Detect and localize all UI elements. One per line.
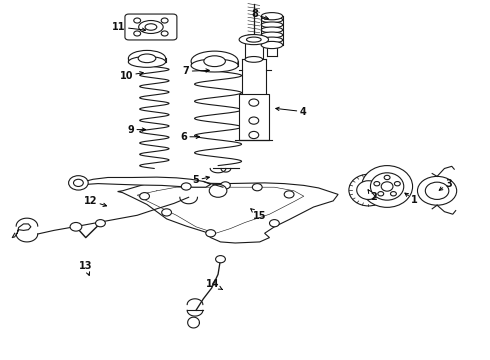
Ellipse shape [145, 24, 157, 30]
Circle shape [378, 192, 384, 196]
Ellipse shape [191, 59, 238, 72]
Text: 15: 15 [251, 209, 267, 221]
Circle shape [70, 222, 82, 231]
Circle shape [161, 31, 168, 36]
Ellipse shape [261, 17, 283, 23]
Circle shape [249, 99, 259, 106]
Text: 3: 3 [439, 179, 452, 190]
Ellipse shape [381, 182, 393, 191]
Ellipse shape [261, 22, 283, 28]
Ellipse shape [128, 57, 166, 67]
Text: 9: 9 [127, 125, 146, 135]
Text: 13: 13 [79, 261, 93, 275]
Ellipse shape [261, 41, 283, 49]
Circle shape [162, 209, 172, 216]
Circle shape [284, 191, 294, 198]
Text: 7: 7 [183, 66, 209, 76]
Circle shape [220, 182, 230, 189]
Circle shape [69, 176, 88, 190]
Ellipse shape [239, 35, 269, 45]
Circle shape [216, 256, 225, 263]
Ellipse shape [128, 50, 166, 66]
Ellipse shape [261, 37, 283, 43]
Circle shape [425, 182, 449, 199]
Ellipse shape [362, 166, 413, 207]
Text: 6: 6 [180, 132, 199, 142]
Ellipse shape [261, 27, 283, 33]
Circle shape [161, 18, 168, 23]
Circle shape [206, 230, 216, 237]
Text: 11: 11 [112, 22, 146, 32]
Ellipse shape [204, 56, 225, 67]
Circle shape [394, 181, 400, 186]
FancyBboxPatch shape [239, 94, 269, 140]
Circle shape [384, 175, 390, 180]
FancyBboxPatch shape [125, 14, 177, 40]
Text: 5: 5 [193, 175, 209, 185]
Circle shape [249, 131, 259, 139]
Ellipse shape [357, 181, 380, 199]
Circle shape [140, 193, 149, 200]
Circle shape [134, 18, 141, 23]
Text: 10: 10 [120, 71, 143, 81]
Circle shape [181, 183, 191, 190]
Circle shape [417, 176, 457, 205]
Ellipse shape [349, 174, 388, 206]
Ellipse shape [191, 51, 238, 71]
Circle shape [249, 117, 259, 124]
Polygon shape [83, 177, 211, 187]
Circle shape [270, 220, 279, 227]
Text: 12: 12 [84, 196, 106, 206]
Polygon shape [118, 183, 338, 243]
Circle shape [74, 179, 83, 186]
Ellipse shape [245, 57, 263, 62]
Circle shape [252, 184, 262, 191]
Circle shape [96, 220, 105, 227]
Circle shape [134, 31, 141, 36]
Ellipse shape [370, 173, 404, 200]
Ellipse shape [246, 37, 261, 42]
Text: 2: 2 [368, 190, 377, 202]
Circle shape [391, 192, 396, 196]
Text: 8: 8 [251, 9, 268, 19]
Text: 1: 1 [405, 193, 417, 205]
Ellipse shape [261, 32, 283, 38]
Circle shape [209, 184, 227, 197]
Ellipse shape [139, 21, 163, 33]
Text: 4: 4 [276, 107, 306, 117]
Circle shape [374, 181, 380, 186]
Text: 14: 14 [206, 279, 222, 289]
Ellipse shape [261, 13, 283, 20]
Ellipse shape [138, 54, 156, 63]
